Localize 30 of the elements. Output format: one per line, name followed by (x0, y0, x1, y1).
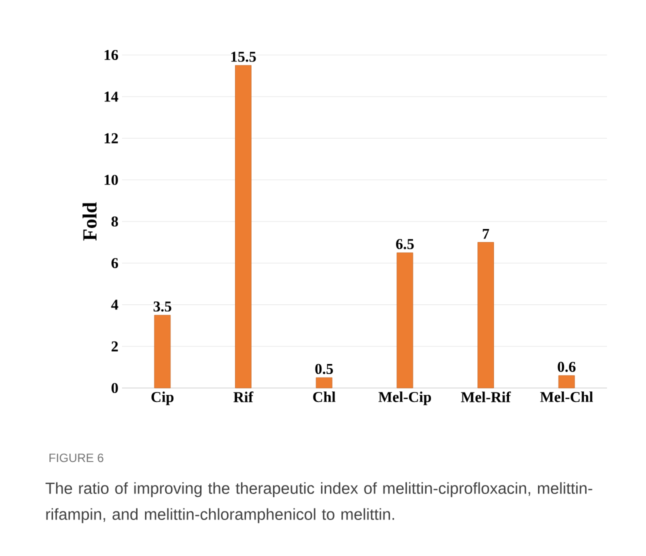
bar (316, 377, 332, 388)
y-tick-label: 14 (104, 92, 118, 102)
y-tick-label: 12 (104, 133, 118, 144)
y-tick-label: 4 (111, 300, 118, 310)
y-tick-label: 0 (112, 382, 118, 394)
bar (154, 314, 171, 388)
data-label: 0.6 (558, 362, 576, 372)
data-label: 15.5 (231, 52, 256, 62)
x-tick-label: Mel-Chl (540, 392, 593, 402)
y-axis-title: Fold (82, 202, 97, 241)
data-label: 3.5 (154, 301, 172, 312)
x-tick-label: Cip (151, 392, 174, 406)
x-tick-label: Mel-Rif (461, 392, 511, 402)
x-tick-label: Chl (313, 392, 336, 402)
bar (558, 375, 575, 388)
bar (396, 252, 414, 388)
y-tick-label: 16 (104, 50, 118, 60)
caption: FIGURE 6 (50, 454, 104, 462)
bar (478, 242, 494, 388)
bar (235, 65, 252, 388)
data-label: 0.5 (315, 364, 333, 374)
data-label: 7 (482, 228, 490, 239)
y-tick-label: 10 (104, 174, 118, 185)
y-tick-label: 8 (111, 216, 118, 227)
y-tick-label: 6 (111, 258, 118, 268)
x-tick-label: Mel-Cip (378, 392, 431, 406)
y-tick-label: 2 (112, 341, 118, 352)
x-tick-label: Rif (234, 392, 254, 402)
data-label: 6.5 (396, 239, 414, 250)
text: The ratio of improving the therapeutic index of melittin-ciprofloxacin, melittin-rifampin, and melittin-chloramphenicol to melittin. (46, 482, 592, 524)
